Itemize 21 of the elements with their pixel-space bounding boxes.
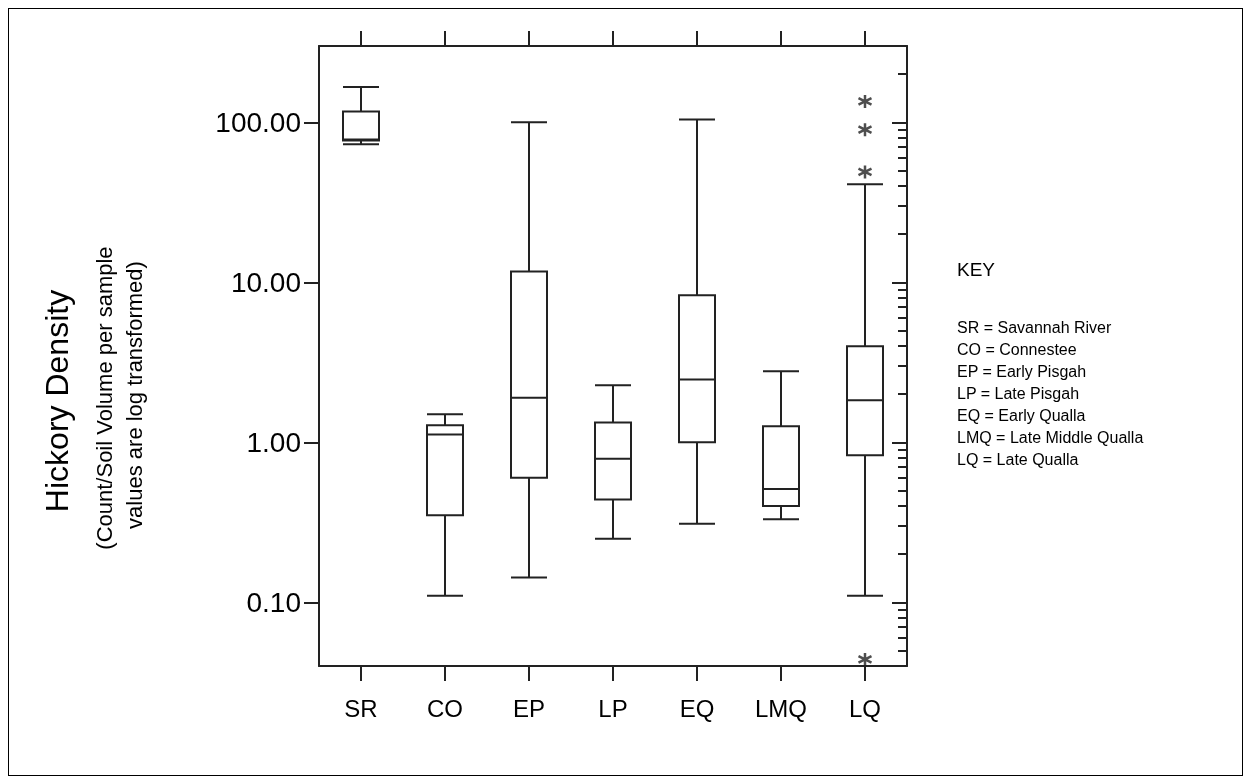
x-tick-label: EQ <box>679 694 715 722</box>
x-tick-label: EP <box>512 694 546 722</box>
text: EP = Early Pisgah <box>957 362 1087 380</box>
text: EQ = Early Qualla <box>957 406 1086 424</box>
y-tick-label: 10.00 <box>230 266 301 298</box>
x-tick-label: LP <box>598 694 628 722</box>
text: (Count/Soil Volume per sample values are log transformed) <box>91 240 147 550</box>
y-tick-label: 100.00 <box>215 106 301 138</box>
text: LP = Late Pisgah <box>957 384 1080 402</box>
text: KEY <box>957 258 996 280</box>
y-tick-label: 1.00 <box>246 426 301 458</box>
x-tick-label: CO <box>427 694 463 722</box>
x-tick-label: LQ <box>848 694 882 722</box>
text: LMQ = Late Middle Qualla <box>957 428 1144 446</box>
text: SR = Savannah River <box>957 318 1112 336</box>
y-axis-title: Hickory Density <box>39 289 75 513</box>
text: CO = Connestee <box>957 340 1077 358</box>
y-tick-label: 0.10 <box>246 586 301 618</box>
text: LQ = Late Qualla <box>957 450 1079 468</box>
x-tick-label: SR <box>344 694 378 722</box>
x-tick-label: LMQ <box>754 694 808 722</box>
